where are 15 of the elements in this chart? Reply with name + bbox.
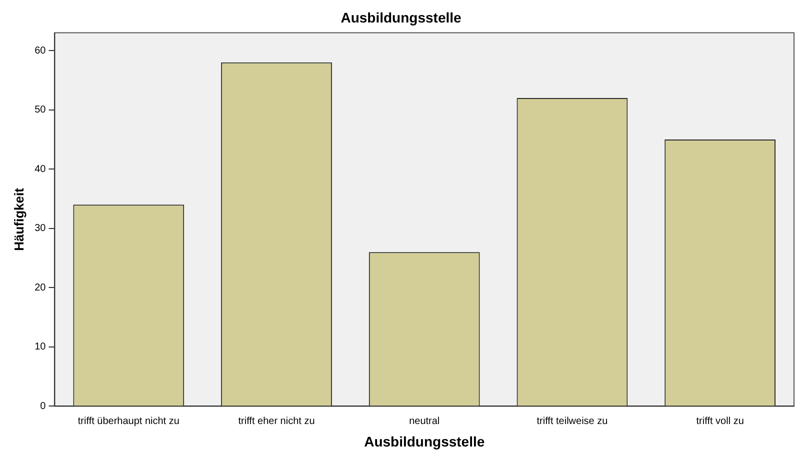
x-tick-label: trifft teilweise zu — [536, 416, 608, 427]
x-tick-label: trifft eher nicht zu — [238, 416, 315, 427]
y-tick-label: 60 — [34, 45, 46, 56]
chart-title: Ausbildungsstelle — [340, 9, 462, 26]
x-tick-label: trifft voll zu — [696, 416, 744, 427]
y-tick-label: 0 — [40, 400, 46, 412]
x-axis-title: Ausbildungsstelle — [364, 433, 485, 450]
y-tick-label: 30 — [34, 223, 46, 234]
y-axis-title: Häufigkeit — [11, 187, 26, 251]
x-tick-label: neutral — [409, 416, 440, 427]
y-tick-label: 10 — [34, 342, 46, 353]
x-tick-label: trifft überhaupt nicht zu — [78, 416, 180, 427]
y-tick-label: 40 — [34, 164, 46, 175]
y-tick-label: 20 — [34, 282, 46, 294]
y-tick-label: 50 — [34, 104, 46, 116]
